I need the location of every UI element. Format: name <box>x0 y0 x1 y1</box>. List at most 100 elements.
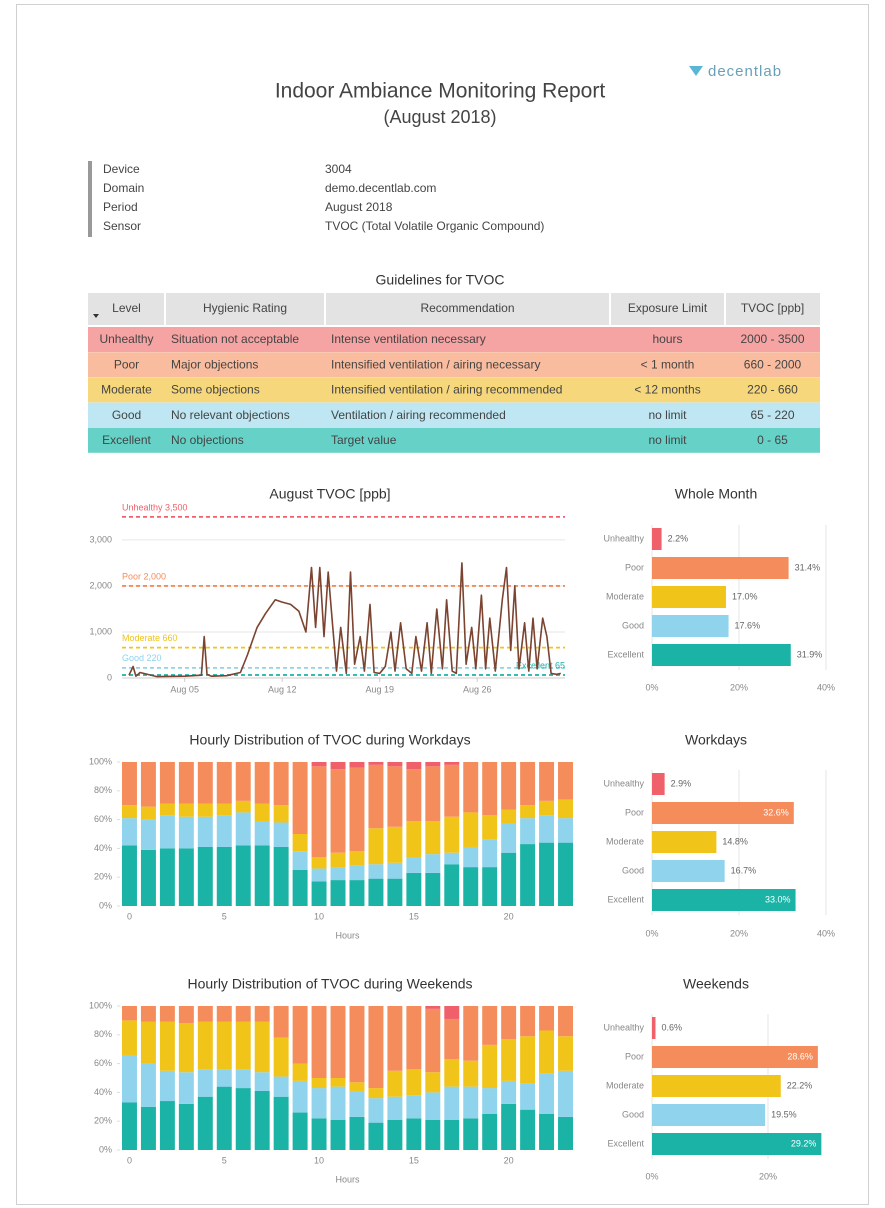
value-label: 31.4% <box>795 562 821 572</box>
threshold-label: Unhealthy 3,500 <box>122 502 188 512</box>
bar <box>652 889 796 911</box>
bar-segment <box>425 872 441 906</box>
bar-segment <box>501 1006 517 1040</box>
info-value: 3004 <box>325 162 352 176</box>
bar <box>652 1075 781 1097</box>
tvoc-line <box>128 562 561 678</box>
x-tick-label: Aug 26 <box>463 684 492 694</box>
bar-segment <box>349 880 365 906</box>
bar-segment <box>330 852 346 868</box>
table-row-bg <box>88 327 820 352</box>
table-row-bg <box>88 427 820 453</box>
bar-segment <box>197 762 213 804</box>
bar-segment <box>330 769 346 853</box>
bar-segment <box>425 1119 441 1150</box>
bar-segment <box>235 845 251 906</box>
x-tick-label: 0% <box>645 1171 658 1181</box>
value-label: 0.6% <box>661 1022 682 1032</box>
y-tick-label: 2,000 <box>89 580 112 590</box>
y-tick-label: 0 <box>107 672 112 682</box>
chart-title: August TVOC [ppb] <box>269 486 390 502</box>
threshold-label: Good 220 <box>122 653 162 663</box>
x-tick-label: Aug 12 <box>268 684 297 694</box>
y-tick-label: 20% <box>94 872 112 882</box>
y-tick-label: 20% <box>94 1116 112 1126</box>
bar-segment <box>501 1039 517 1081</box>
bar <box>652 1104 766 1126</box>
category-label: Unhealthy <box>603 778 644 788</box>
bar-segment <box>520 805 536 819</box>
bar-segment <box>216 1069 232 1087</box>
bar-segment <box>311 868 327 882</box>
table-cell: No relevant objections <box>171 408 290 422</box>
table-cell: 660 - 2000 <box>744 357 802 371</box>
bar-segment <box>178 1072 194 1104</box>
bar-segment <box>482 762 498 816</box>
bar-segment <box>254 762 270 804</box>
bar-segment <box>292 1080 308 1113</box>
bar-segment <box>330 880 346 906</box>
bar-segment <box>349 767 365 852</box>
table-cell: 0 - 65 <box>757 433 788 447</box>
bar-segment <box>122 1054 137 1103</box>
bar-segment <box>216 1021 232 1070</box>
bar <box>652 860 725 882</box>
table-cell: Poor <box>114 357 139 371</box>
bar-segment <box>140 1006 156 1022</box>
bar-segment <box>178 1006 194 1024</box>
x-tick-label: 0% <box>645 928 658 938</box>
bar-segment <box>425 1072 441 1093</box>
table-cell: Moderate <box>101 383 152 397</box>
y-tick-label: 40% <box>94 843 112 853</box>
bar <box>652 1133 822 1155</box>
bar-segment <box>216 815 232 847</box>
table-cell: hours <box>652 332 682 346</box>
bar-segment <box>140 1021 156 1064</box>
threshold-label: Moderate 660 <box>122 633 178 643</box>
bar-segment <box>197 1069 213 1097</box>
x-tick-label: 15 <box>409 1155 419 1165</box>
bar-segment <box>368 828 384 865</box>
value-label: 2.9% <box>671 778 692 788</box>
table-cell: < 12 months <box>634 383 700 397</box>
x-tick-label: 20% <box>730 928 748 938</box>
bar-segment <box>235 800 251 813</box>
bar-segment <box>235 762 251 801</box>
table-cell: 2000 - 3500 <box>740 332 804 346</box>
bar-segment <box>292 1112 308 1150</box>
bar-segment <box>311 1118 327 1150</box>
bar-segment <box>254 1090 270 1150</box>
value-label: 31.9% <box>797 649 823 659</box>
bar-segment <box>425 766 441 822</box>
bar-segment <box>273 805 289 823</box>
bar-segment <box>558 1006 573 1037</box>
x-tick-label: 15 <box>409 911 419 921</box>
bar-segment <box>122 818 137 846</box>
bar-segment <box>482 1044 498 1089</box>
bar-segment <box>387 1006 403 1071</box>
bar-segment <box>311 881 327 906</box>
bar-segment <box>406 1095 422 1119</box>
bar-segment <box>406 769 422 822</box>
table-cell: Good <box>112 408 141 422</box>
bar-segment <box>387 862 403 879</box>
bar-segment <box>273 822 289 847</box>
logo-text: decentlab <box>708 63 782 80</box>
bar-segment <box>216 1006 232 1022</box>
bar-segment <box>463 867 479 906</box>
bar-segment <box>482 815 498 840</box>
category-label: Good <box>622 865 644 875</box>
y-tick-label: 100% <box>89 1000 112 1010</box>
bar-segment <box>520 818 536 845</box>
bar-segment <box>311 1078 327 1089</box>
bar-segment <box>140 819 156 850</box>
bar-segment <box>501 762 517 810</box>
bar-segment <box>482 1088 498 1114</box>
table-header-bg <box>88 293 820 325</box>
x-tick-label: Aug 19 <box>365 684 394 694</box>
x-axis-label: Hours <box>335 930 360 940</box>
y-tick-label: 40% <box>94 1087 112 1097</box>
column-header: TVOC [ppb] <box>741 301 804 315</box>
bar-segment <box>140 1063 156 1107</box>
bar-segment <box>178 1023 194 1073</box>
